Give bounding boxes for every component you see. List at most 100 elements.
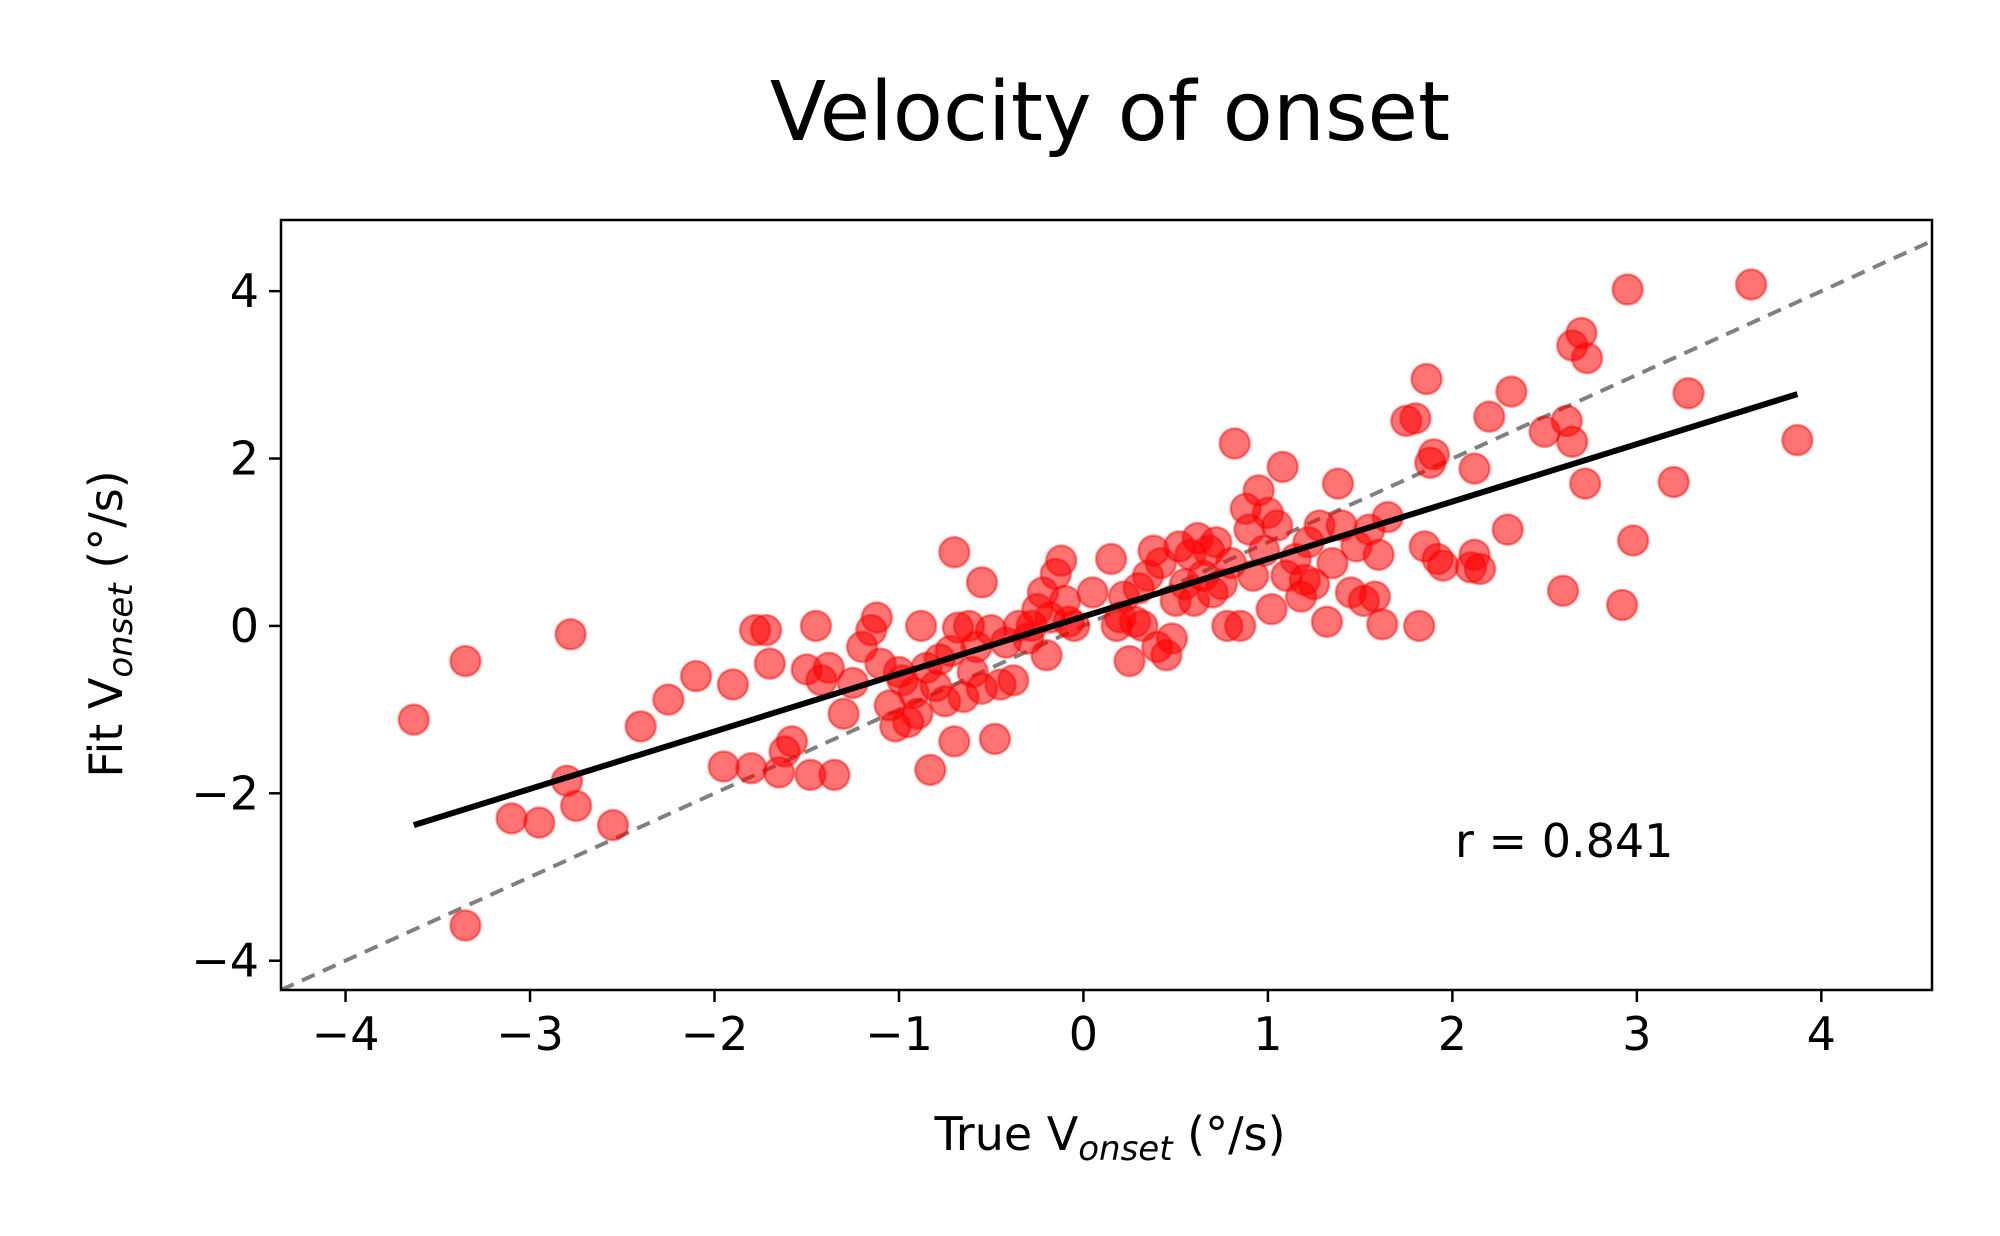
scatter-point (1495, 375, 1528, 408)
scatter-point (938, 536, 971, 569)
scatter-point (978, 722, 1012, 756)
axes-frame (279, 218, 1934, 992)
y-axis-label: Fit Vonset (°/s) (79, 470, 141, 777)
scatter-point (1399, 402, 1432, 435)
x-tick-label: −3 (496, 1007, 564, 1061)
scatter-point (818, 758, 851, 792)
x-axis-label-prefix: True V (933, 1107, 1078, 1161)
x-axis-label: True Vonset (°/s) (933, 1107, 1285, 1169)
x-tick-label: 1 (1253, 1007, 1282, 1061)
scatter-point (1616, 524, 1650, 557)
x-axis: −4 −3 −2 −1 0 1 2 3 4 (312, 990, 1836, 1061)
scatter-point (1546, 574, 1580, 608)
scatter-point (1266, 450, 1299, 484)
scatter-point (1297, 567, 1331, 601)
scatter-point (1076, 576, 1109, 609)
scatter-point (1223, 609, 1257, 643)
plot-area (281, 239, 1932, 990)
scatter-point (860, 601, 894, 634)
scatter-point (1218, 427, 1251, 460)
scatter-point (554, 618, 587, 651)
scatter-point (1094, 542, 1128, 576)
y-tick-label: −4 (191, 934, 259, 988)
y-tick-label: 0 (230, 599, 259, 653)
scatter-point (1316, 546, 1349, 580)
y-axis-label-subscript: onset (101, 582, 141, 678)
scatter-point (1310, 605, 1344, 638)
scatter-point (749, 613, 783, 647)
scatter-point (523, 806, 556, 839)
scatter-point (1568, 467, 1602, 500)
fit-line (412, 391, 1799, 828)
scatter-point (1605, 588, 1639, 622)
scatter-point (1030, 638, 1063, 672)
scatter-point (735, 751, 768, 785)
scatter-point (1045, 544, 1078, 577)
scatter-point (1362, 538, 1395, 572)
scatter-point (1672, 377, 1705, 410)
scatter-point (495, 802, 528, 835)
scatter-point (1255, 592, 1288, 626)
y-tick-label: −2 (191, 766, 259, 820)
scatter-point (559, 789, 593, 823)
scatter-point (1155, 622, 1189, 655)
y-axis-label-suffix: (°/s) (79, 470, 133, 583)
scatter-point (965, 566, 999, 599)
scatter-point (707, 750, 740, 783)
x-tick-label: −1 (865, 1007, 933, 1061)
scatter-point (997, 664, 1030, 697)
x-tick-label: −2 (681, 1007, 749, 1061)
scatter-point (1556, 425, 1589, 459)
scatter-point (1417, 438, 1451, 471)
x-tick-label: 0 (1069, 1007, 1098, 1061)
scatter-point (1781, 423, 1814, 457)
x-tick-label: 4 (1807, 1007, 1836, 1061)
y-tick-label: 2 (230, 432, 259, 486)
scatter-point (1126, 609, 1159, 643)
scatter-point (1366, 608, 1399, 641)
scatter-point (904, 609, 938, 643)
scatter-point (1410, 362, 1443, 396)
scatter-point (1260, 509, 1294, 542)
scatter-point (624, 710, 657, 743)
scatter-point (1321, 467, 1355, 500)
x-axis-label-suffix: (°/s) (1173, 1107, 1286, 1161)
x-axis-label-subscript: onset (1078, 1129, 1174, 1169)
x-tick-label: 2 (1438, 1007, 1467, 1061)
scatter-point (1200, 525, 1233, 559)
scatter-point (901, 697, 934, 731)
scatter-point (1657, 465, 1690, 499)
scatter-point (1426, 549, 1460, 582)
y-axis-label-prefix: Fit V (79, 677, 133, 778)
scatter-point (799, 609, 833, 643)
x-tick-label: −4 (312, 1007, 380, 1061)
scatter-point (914, 753, 947, 787)
y-axis: −4 −2 0 2 4 (191, 264, 281, 988)
scatter-point (1463, 552, 1497, 586)
scatter-point (938, 725, 971, 758)
scatter-point (812, 651, 846, 685)
scatter-point (1491, 513, 1524, 546)
scatter-point (775, 725, 809, 758)
scatter-point (1734, 268, 1768, 301)
scatter-point (679, 659, 713, 693)
scatter-point (1611, 273, 1644, 306)
scatter-point (652, 683, 685, 716)
scatter-point (596, 808, 630, 842)
scatter-point (449, 644, 482, 678)
scatter-point (753, 647, 787, 680)
correlation-annotation: r = 0.841 (1455, 814, 1673, 868)
scatter-point (1458, 452, 1491, 485)
scatter-point (1402, 609, 1436, 643)
chart-title: Velocity of onset (770, 65, 1450, 160)
scatter-point (1113, 644, 1146, 678)
scatter-point (397, 703, 431, 736)
y-tick-label: 4 (230, 264, 259, 318)
x-tick-label: 3 (1622, 1007, 1651, 1061)
scatter-point (1473, 400, 1506, 433)
scatter-point (716, 668, 750, 701)
scatter-point (1358, 580, 1392, 613)
scatter-point (827, 697, 860, 731)
scatter-point (1570, 341, 1604, 375)
